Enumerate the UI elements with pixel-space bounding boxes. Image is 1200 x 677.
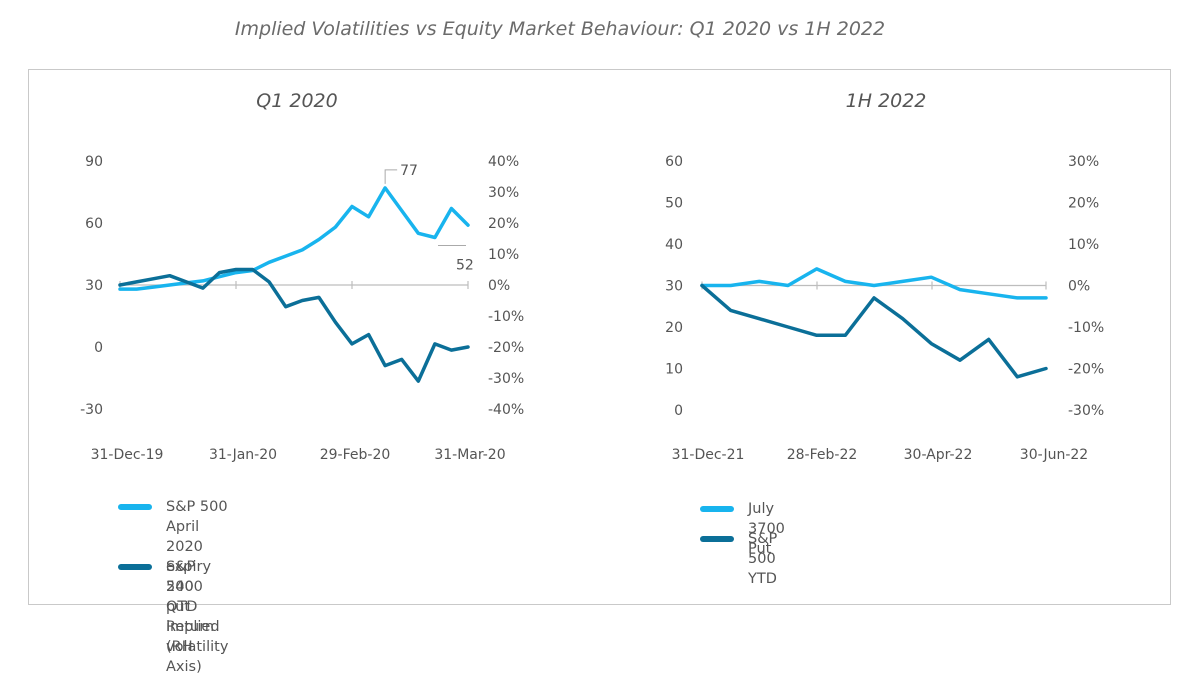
y-right-tick-label: 30%	[1068, 154, 1099, 170]
y-left-tick-label: -30	[80, 402, 103, 418]
y-right-tick-label: 0%	[488, 278, 510, 294]
legend-swatch-light	[118, 504, 152, 510]
y-right-tick-label: 30%	[488, 185, 519, 201]
y-right-tick-label: -10%	[1068, 320, 1104, 336]
x-tick-label: 31-Jan-20	[209, 447, 277, 463]
y-right-tick-label: -20%	[488, 340, 524, 356]
y-right-tick-label: -30%	[488, 371, 524, 387]
chart-frame	[28, 69, 1171, 605]
y-right-tick-label: -40%	[488, 402, 524, 418]
legend-label: July 3700 Put	[748, 501, 785, 557]
x-tick-label: 30-Apr-22	[904, 447, 973, 463]
legend-label: S&P 500 QTD Return (RH Axis)	[166, 559, 215, 675]
chart-subtitle: 1H 2022	[846, 90, 927, 112]
y-right-tick-label: 40%	[488, 154, 519, 170]
y-right-tick-label: 0%	[1068, 279, 1090, 295]
series-line-equity-return	[700, 283, 1048, 379]
y-left-tick-label: 0	[94, 340, 103, 356]
y-left-tick-label: 60	[85, 216, 103, 232]
y-left-tick-label: 20	[665, 320, 683, 336]
main-title: Implied Volatilities vs Equity Market Be…	[234, 18, 886, 40]
series-line-implied-vol	[700, 267, 1048, 300]
y-left-tick-label: 30	[85, 278, 103, 294]
y-left-tick-label: 40	[665, 237, 683, 253]
y-left-tick-label: 30	[665, 279, 683, 295]
x-tick-label: 31-Dec-21	[672, 447, 745, 463]
legend-swatch-light	[700, 506, 734, 512]
annotation-leader-line	[384, 169, 398, 184]
legend-swatch-dark	[700, 536, 734, 542]
y-left-tick-label: 90	[85, 154, 103, 170]
y-right-tick-label: -30%	[1068, 403, 1104, 419]
x-tick-label: 31-Dec-19	[91, 447, 164, 463]
charts-canvas: Q1 2020 90 60 30 0 -30 40% 30% 20% 10% 0% -10% -20% -…	[80, 90, 1104, 463]
legend-item-qtd-return: S&P 500 QTD Return (RH Axis)	[118, 557, 214, 677]
y-left-tick-label: 50	[665, 196, 683, 212]
y-right-tick-label: -10%	[488, 309, 524, 325]
x-tick-label: 29-Feb-20	[320, 447, 391, 463]
series-line-implied-vol	[118, 186, 470, 291]
legend-swatch-dark	[118, 564, 152, 570]
y-right-tick-label: 20%	[1068, 196, 1099, 212]
x-tick-label: 31-Mar-20	[434, 447, 505, 463]
annotation-label: 77	[400, 163, 418, 179]
chart-subtitle: Q1 2020	[256, 90, 337, 112]
y-right-tick-label: 10%	[1068, 237, 1099, 253]
annotation-label: 52	[456, 258, 474, 274]
legend-item-july-put: July 3700 Put	[700, 499, 785, 559]
y-left-tick-label: 0	[674, 403, 683, 419]
y-right-tick-label: -20%	[1068, 362, 1104, 378]
x-tick-label: 28-Feb-22	[787, 447, 858, 463]
y-left-tick-label: 60	[665, 154, 683, 170]
y-right-tick-label: 20%	[488, 216, 519, 232]
series-line-equity-return	[118, 267, 470, 383]
legend-item-sp500-ytd: S&P 500 YTD	[700, 529, 777, 589]
y-right-tick-label: 10%	[488, 247, 519, 263]
y-left-tick-label: 10	[665, 362, 683, 378]
legend-label: S&P 500 YTD	[748, 531, 778, 587]
x-tick-label: 30-Jun-22	[1020, 447, 1088, 463]
